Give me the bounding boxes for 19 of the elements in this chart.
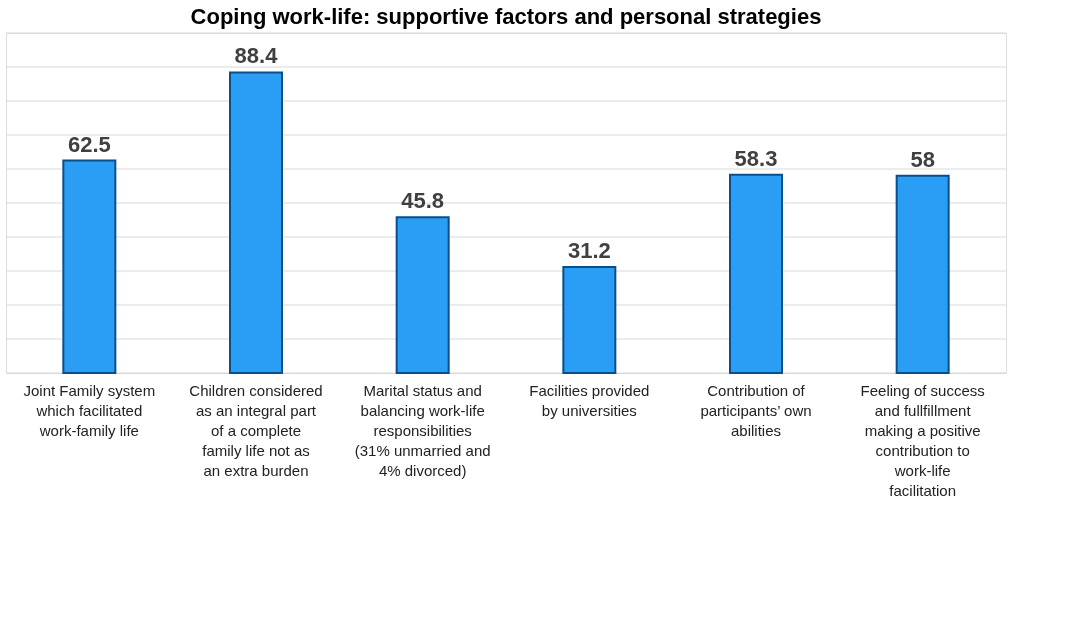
x-tick-label: Children considered as an integral part of a complete family life not as an extra burden [189, 381, 323, 479]
bar [562, 265, 617, 374]
data-label: 31.2 [567, 237, 611, 263]
x-tick-label: Joint Family system which facilitated work-family life [23, 381, 156, 439]
bar [229, 71, 283, 374]
data-label: 62.5 [67, 131, 111, 157]
x-tick-label: Marital status and balancing work-life responsibilities (31% unmarried and 4% divorced) [354, 381, 491, 479]
data-label: 58.3 [734, 145, 778, 171]
x-tick-label: Feeling of success and fullfillment making a positive contribution to work-life facilitation [860, 381, 985, 499]
bar [895, 174, 950, 374]
data-label: 88.4 [234, 43, 279, 69]
data-label: 58 [910, 146, 935, 172]
bar [395, 216, 450, 374]
bar [62, 159, 117, 374]
bar [729, 173, 783, 374]
chart-title: Coping work-life: supportive factors and personal strategies [190, 3, 822, 29]
data-label: 45.8 [401, 188, 445, 214]
x-tick-label: Contribution of participants’ own abilities [700, 381, 812, 439]
x-tick-label: Facilities provided by universities [529, 381, 650, 419]
